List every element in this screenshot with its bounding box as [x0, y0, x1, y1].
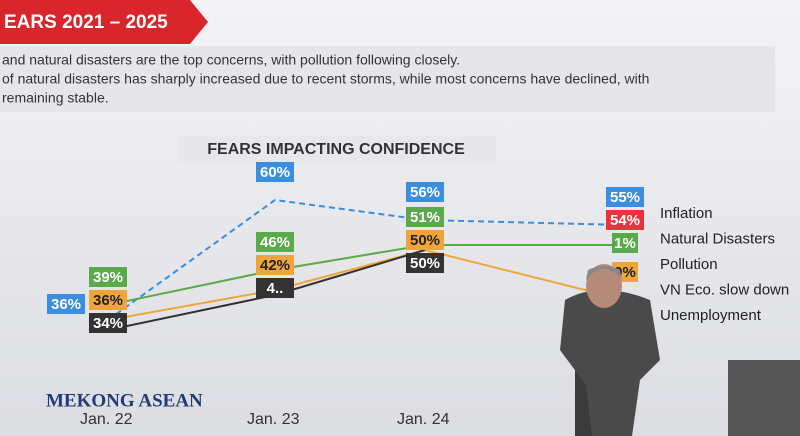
series-line [107, 244, 625, 306]
legend-label: Pollution [660, 256, 718, 273]
speaker [560, 264, 660, 436]
value-label-box [406, 182, 444, 202]
value-label-box [606, 187, 644, 207]
subtitle: remaining stable. [2, 90, 109, 106]
value-label-box [89, 290, 127, 310]
legend-label: VN Eco. slow down [660, 281, 789, 298]
series-line [107, 198, 626, 321]
value-label: 50% [410, 232, 440, 249]
slide-title: EARS 2021 – 2025 [4, 12, 168, 33]
x-tick-label: Jan. 24 [397, 411, 450, 428]
value-label: 1% [614, 235, 636, 252]
value-label: 46% [260, 234, 290, 251]
podium [728, 360, 800, 436]
value-label-box [612, 233, 638, 253]
value-label-box [406, 253, 444, 273]
value-label: 51% [410, 209, 440, 226]
subtitle: and natural disasters are the top concer… [2, 52, 460, 68]
legend-label: Natural Disasters [660, 230, 775, 247]
value-label-box [256, 232, 294, 252]
value-label: 55% [610, 189, 640, 206]
legend-label: Inflation [660, 205, 713, 222]
value-label: 60% [260, 164, 290, 181]
value-label-box [606, 210, 644, 230]
value-label: 36% [51, 296, 81, 313]
value-label-box [406, 230, 444, 250]
value-label-box [47, 294, 85, 314]
value-label-box [89, 313, 127, 333]
subtitle-box [0, 46, 775, 112]
x-tick-label: Jan. 22 [80, 411, 133, 428]
value-label-box [256, 162, 294, 182]
value-label-box [406, 207, 444, 227]
value-label: 36% [93, 292, 123, 309]
title-banner [0, 0, 208, 44]
chart-title-box [178, 136, 496, 164]
chart-title: FEARS IMPACTING CONFIDENCE [207, 141, 465, 158]
value-label: 50% [410, 255, 440, 272]
value-label: 42% [260, 257, 290, 274]
subtitle: of natural disasters has sharply increas… [2, 71, 649, 87]
series-line [107, 248, 626, 321]
value-label: 39% [93, 269, 123, 286]
value-label: 34% [93, 315, 123, 332]
value-label: 56% [410, 184, 440, 201]
value-label: 54% [610, 212, 640, 229]
value-label-box [256, 255, 294, 275]
legend-label: Unemployment [660, 307, 762, 324]
value-label-box [256, 278, 294, 298]
x-tick-label: Jan. 23 [247, 411, 300, 428]
value-label-box [89, 267, 127, 287]
logo: MEKONG ASEAN [46, 390, 203, 411]
value-label: 4.. [267, 280, 284, 297]
